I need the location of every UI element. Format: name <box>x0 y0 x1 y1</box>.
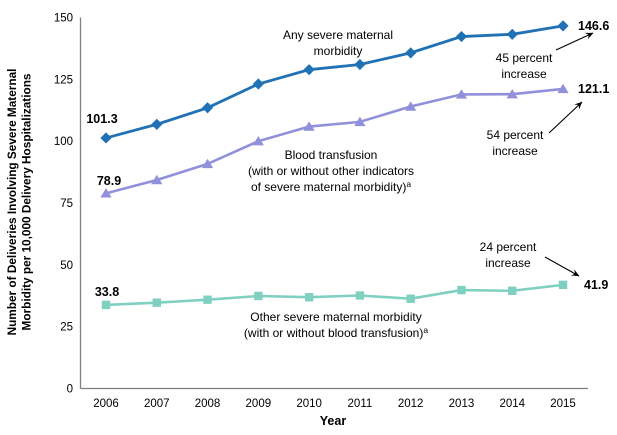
data-point-square <box>406 294 415 303</box>
data-point-diamond <box>303 64 315 76</box>
x-tick-label: 2008 <box>195 398 221 410</box>
increase-note-blood-transfusion: 54 percent <box>487 128 544 142</box>
data-point-diamond <box>405 47 417 59</box>
data-point-square <box>457 285 466 295</box>
data-point-square <box>304 293 314 302</box>
series-label-any-severe-maternal-morbidity: Any severe maternal <box>283 28 393 42</box>
x-tick-label: 2006 <box>93 398 119 410</box>
increase-note-any-severe-maternal-morbidity: 45 percent <box>496 51 553 65</box>
data-point-diamond <box>354 58 366 71</box>
data-point-diamond <box>252 78 264 90</box>
series-label-blood-transfusion: of severe maternal morbidity)a <box>251 179 411 194</box>
y-axis-title-line: Number of Deliveries Involving Severe Ma… <box>5 69 19 336</box>
first-value-label: 33.8 <box>95 285 119 299</box>
data-point-triangle <box>252 135 264 146</box>
y-tick-label: 75 <box>60 198 73 210</box>
x-tick-label: 2015 <box>550 398 576 410</box>
data-point-diamond <box>506 28 518 40</box>
increase-note-other-severe-maternal-morbidity: increase <box>485 256 531 270</box>
increase-note-blood-transfusion: increase <box>492 144 538 158</box>
series-line-any-severe-maternal-morbidity <box>105 24 564 140</box>
data-point-diamond <box>151 118 163 130</box>
y-tick-label: 150 <box>54 13 73 25</box>
data-point-triangle <box>354 116 366 127</box>
data-point-square <box>203 295 212 304</box>
data-point-square <box>558 280 568 290</box>
data-point-diamond <box>201 102 214 114</box>
series-label-blood-transfusion: (with or without other indicators <box>248 164 414 178</box>
data-point-square <box>508 286 517 296</box>
x-tick-label: 2012 <box>398 398 424 410</box>
increase-arrow-blood-transfusion <box>548 101 583 134</box>
first-value-label: 78.9 <box>97 174 121 188</box>
series-line-other-severe-maternal-morbidity <box>105 283 564 307</box>
data-point-diamond <box>557 20 569 32</box>
data-point-diamond <box>100 132 112 144</box>
first-value-label: 101.3 <box>86 112 117 126</box>
chart-root: 0 25 50 75 100 125 150 2006 2007 2008 2009 2010 2011… <box>5 13 609 429</box>
data-point-square <box>355 291 365 300</box>
last-value-label: 121.1 <box>578 82 609 96</box>
y-tick-label: 0 <box>67 384 73 396</box>
increase-arrow-other-severe-maternal-morbidity <box>544 256 580 277</box>
y-tick-label: 50 <box>60 260 73 272</box>
data-point-triangle <box>506 88 518 99</box>
data-point-triangle <box>151 174 163 185</box>
y-tick-label: 125 <box>54 74 73 86</box>
data-point-square <box>101 300 111 310</box>
series-label-any-severe-maternal-morbidity: morbidity <box>314 44 363 58</box>
series-label-other-severe-maternal-morbidity: Other severe maternal morbidity <box>250 310 421 324</box>
last-value-label: 146.6 <box>578 19 609 33</box>
data-point-triangle <box>455 89 468 99</box>
series-label-other-severe-maternal-morbidity: (with or without blood transfusion)a <box>244 325 428 340</box>
data-point-square <box>152 298 161 307</box>
data-point-square <box>254 291 263 301</box>
increase-note-any-severe-maternal-morbidity: increase <box>501 67 547 81</box>
last-value-label: 41.9 <box>584 278 608 292</box>
series-line-blood-transfusion <box>105 87 564 195</box>
increase-note-other-severe-maternal-morbidity: 24 percent <box>480 240 537 254</box>
data-point-triangle <box>100 188 112 198</box>
increase-arrow-any-severe-maternal-morbidity <box>555 32 594 51</box>
data-point-triangle <box>201 158 214 169</box>
x-tick-label: 2009 <box>246 398 272 410</box>
series-label-blood-transfusion: Blood transfusion <box>285 148 378 162</box>
x-tick-label: 2013 <box>449 398 475 410</box>
y-tick-label: 25 <box>60 322 73 334</box>
x-axis-title: Year <box>320 414 347 428</box>
data-point-triangle <box>405 101 417 111</box>
x-tick-label: 2014 <box>499 398 525 410</box>
y-tick-label: 100 <box>54 136 73 148</box>
data-point-diamond <box>455 30 468 43</box>
x-tick-label: 2007 <box>144 398 170 410</box>
x-tick-label: 2010 <box>296 398 322 410</box>
x-tick-label: 2011 <box>348 398 373 410</box>
data-point-triangle <box>557 83 569 94</box>
y-axis-title-line: Morbidity per 10,000 Delivery Hospitaliz… <box>20 73 34 330</box>
data-point-triangle <box>303 121 315 131</box>
